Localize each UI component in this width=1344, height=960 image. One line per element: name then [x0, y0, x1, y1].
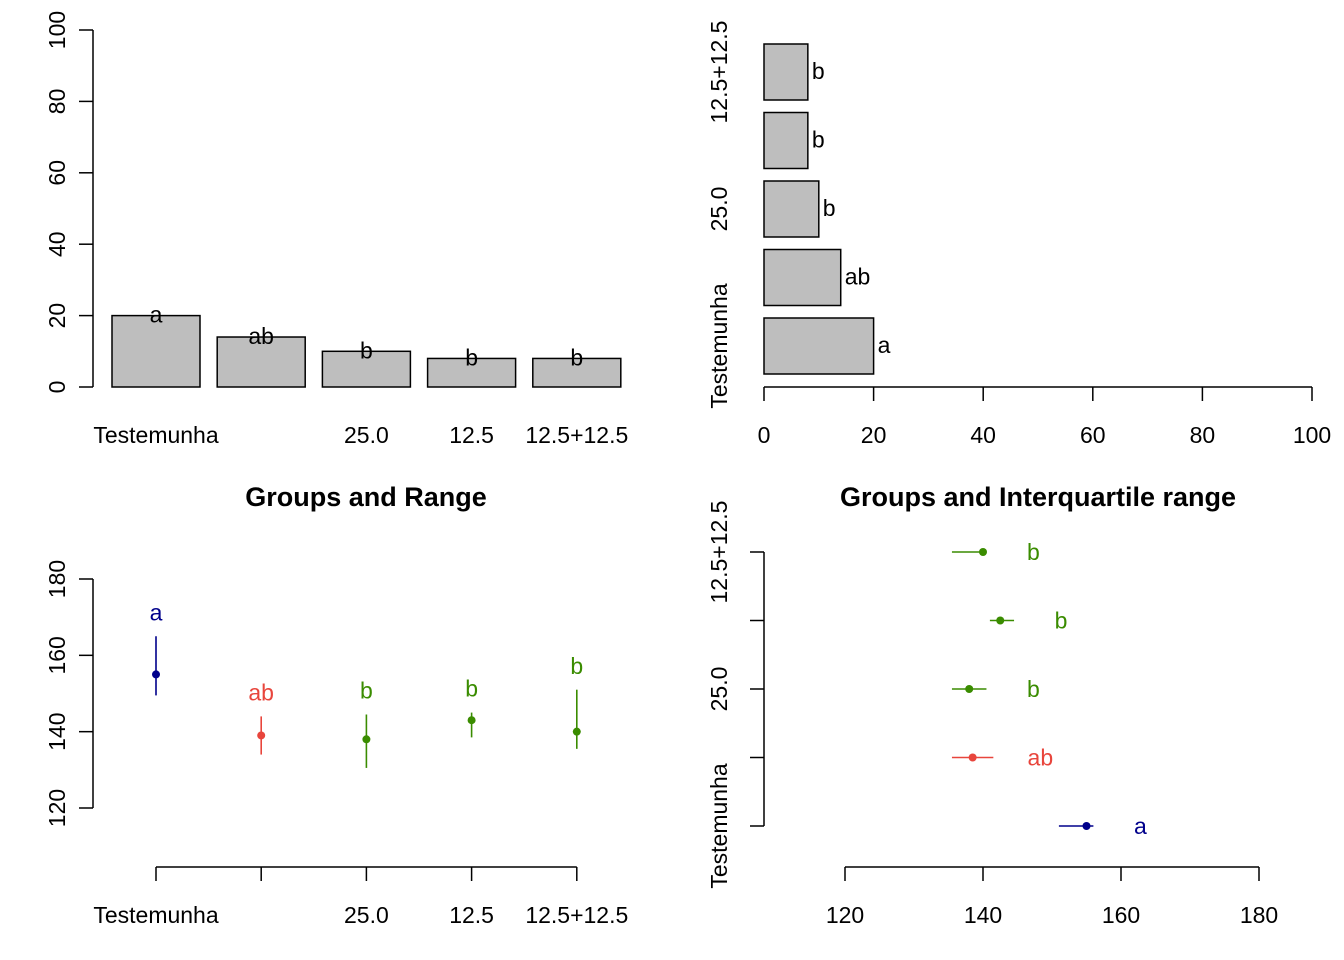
- group-letter: b: [812, 127, 825, 153]
- chart-title: Groups and Interquartile range: [840, 482, 1236, 512]
- y-tick-label: 25.0: [706, 667, 732, 712]
- y-tick-label: 0: [44, 381, 70, 394]
- panel-horizontal-bar-chart: 0 20 40 60 80 100 a Testemunha ab b 25.0 b b 12.5+12.…: [706, 21, 1331, 448]
- chart-title: Groups and Range: [245, 482, 487, 512]
- x-tick-label: 80: [1190, 422, 1216, 448]
- x-tick-label: Testemunha: [93, 902, 219, 928]
- group-letter: b: [570, 345, 583, 371]
- panel-vertical-bar-chart: 0 20 40 60 80 100 a Testemunha ab b 25.0 b 12.5 b 12.5…: [44, 11, 628, 448]
- mean-point: [572, 727, 581, 736]
- x-tick-label: 25.0: [344, 902, 389, 928]
- group-letter: b: [570, 653, 583, 679]
- group-letter: b: [465, 345, 478, 371]
- y-tick-label: 80: [44, 89, 70, 115]
- group-letter: b: [465, 676, 478, 702]
- group-letter: ab: [248, 679, 274, 705]
- x-tick-label: 120: [826, 902, 864, 928]
- group-letter: ab: [248, 323, 274, 349]
- median-point: [965, 685, 974, 693]
- x-tick-label: 12.5: [449, 902, 494, 928]
- bar: [763, 317, 875, 375]
- bar: [763, 43, 809, 101]
- y-tick-label: 40: [44, 231, 70, 257]
- x-tick-label: 100: [1293, 422, 1331, 448]
- x-tick-label: 20: [861, 422, 887, 448]
- y-tick-label: 180: [44, 560, 70, 598]
- panel-groups-and-range: Groups and Range 120 140 160 180 Testemunha a…: [44, 482, 628, 928]
- y-tick-label: 12.5+12.5: [706, 501, 732, 604]
- panel-groups-and-iqr: Groups and Interquartile range 120 140 160…: [706, 482, 1278, 928]
- bar: [216, 336, 306, 388]
- median-point: [1082, 822, 1091, 830]
- y-tick-label: Testemunha: [706, 763, 732, 889]
- group-letter: b: [360, 678, 373, 704]
- bar: [763, 248, 842, 307]
- x-tick-label: 25.0: [344, 422, 389, 448]
- x-tick-label: 0: [758, 422, 771, 448]
- x-tick-label: Testemunha: [93, 422, 219, 448]
- bar: [321, 350, 412, 388]
- x-tick-label: 12.5+12.5: [525, 422, 628, 448]
- group-letter: b: [360, 337, 373, 363]
- mean-point: [362, 735, 371, 744]
- y-tick-label: 160: [44, 636, 70, 674]
- group-letter: b: [1027, 676, 1040, 702]
- group-letter: ab: [845, 264, 871, 290]
- median-point: [996, 616, 1005, 625]
- median-point: [968, 753, 977, 762]
- group-letter: b: [812, 58, 825, 84]
- y-tick-label: 100: [44, 11, 70, 49]
- x-tick-label: 12.5: [449, 422, 494, 448]
- y-tick-label: 120: [44, 789, 70, 827]
- mean-point: [467, 716, 476, 725]
- group-letter: a: [150, 599, 163, 625]
- bar: [763, 180, 820, 238]
- group-letter: b: [823, 195, 836, 221]
- mean-point: [257, 731, 266, 740]
- x-tick-label: 140: [964, 902, 1002, 928]
- y-tick-label: 12.5+12.5: [706, 21, 732, 124]
- x-tick-label: 12.5+12.5: [525, 902, 628, 928]
- group-letter: a: [150, 302, 163, 328]
- bar: [426, 357, 517, 388]
- x-tick-label: 180: [1240, 902, 1278, 928]
- bar: [111, 314, 201, 388]
- group-letter: a: [1134, 813, 1147, 839]
- group-letter: b: [1055, 608, 1068, 634]
- x-tick-label: 160: [1102, 902, 1140, 928]
- y-tick-label: 60: [44, 160, 70, 186]
- group-letter: ab: [1028, 745, 1054, 771]
- y-tick-label: Testemunha: [706, 283, 732, 409]
- median-point: [979, 548, 987, 556]
- bar: [763, 111, 809, 170]
- x-tick-label: 60: [1080, 422, 1106, 448]
- group-letter: a: [878, 332, 891, 358]
- bar: [532, 357, 622, 388]
- x-tick-label: 40: [970, 422, 996, 448]
- y-tick-label: 20: [44, 303, 70, 329]
- y-tick-label: 25.0: [706, 187, 732, 232]
- mean-point: [152, 670, 160, 679]
- y-tick-label: 140: [44, 712, 70, 750]
- group-letter: b: [1027, 539, 1040, 565]
